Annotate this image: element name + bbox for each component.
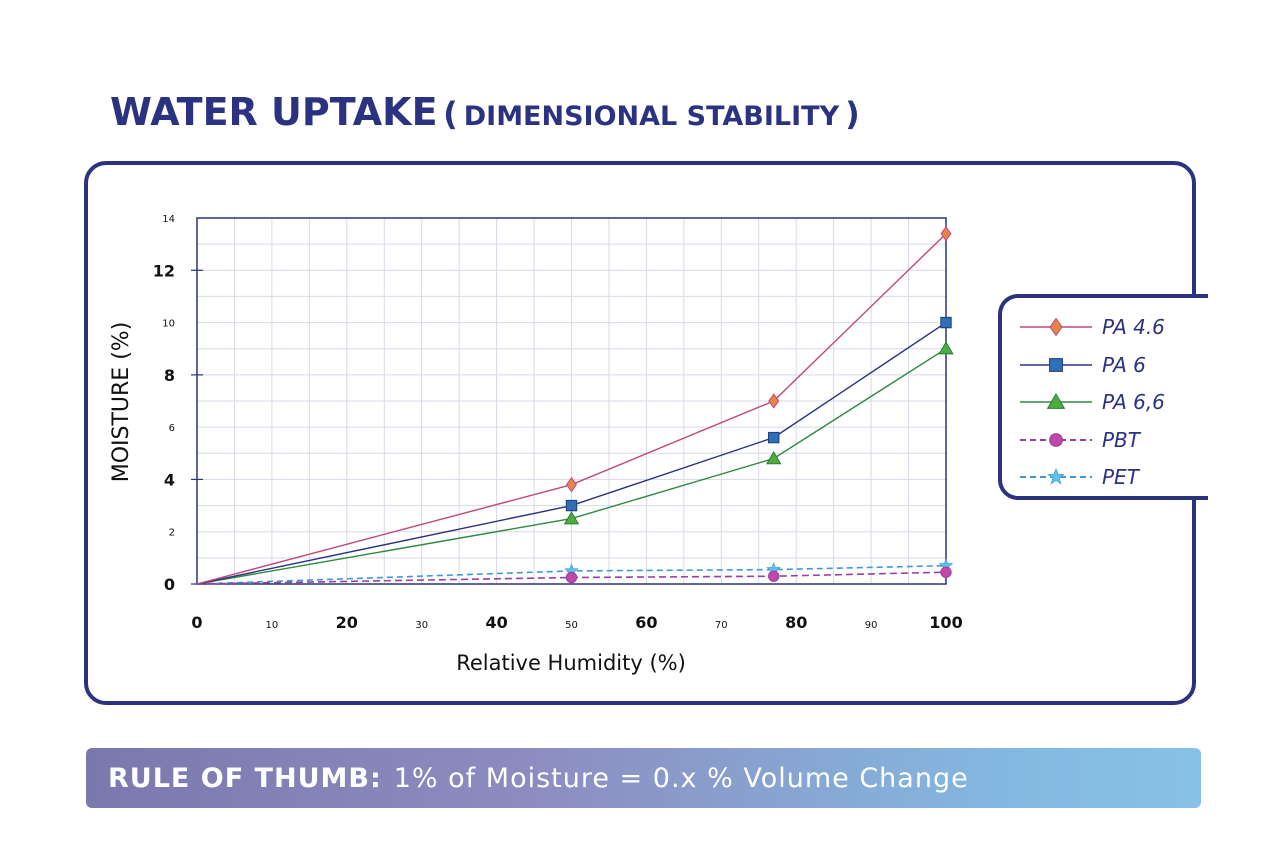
legend-item-pa6: PA 6	[1002, 350, 1202, 380]
marker-pa6	[940, 316, 952, 329]
series-markers	[563, 226, 954, 584]
marker-pa6	[768, 431, 780, 444]
legend-item-pet: PET	[1002, 462, 1202, 492]
rule-of-thumb-banner: RULE OF THUMB: 1% of Moisture = 0.x % Vo…	[86, 748, 1201, 808]
title-main: WATER UPTAKE	[110, 90, 438, 134]
legend-swatch-pa66	[1020, 393, 1092, 409]
series-line-pet	[196, 564, 947, 585]
legend-item-pa66: PA 6,6	[1002, 387, 1202, 417]
series-line-pa66	[196, 348, 947, 585]
y-tick-label: 12	[153, 261, 175, 280]
y-tick-label: 6	[169, 423, 175, 434]
x-tick-label: 100	[929, 613, 962, 632]
x-tick-label: 80	[785, 613, 807, 632]
series-line-pa6	[196, 322, 947, 585]
x-tick-label: 90	[865, 620, 878, 631]
x-tick-label: 70	[715, 620, 728, 631]
x-tick-label: 50	[565, 620, 578, 631]
y-tick-label: 0	[164, 575, 175, 594]
title-paren-open: (	[443, 95, 458, 133]
legend-item-pa46: PA 4.6	[1002, 312, 1202, 342]
marker-pa66	[563, 511, 580, 525]
x-tick-label: 0	[191, 613, 202, 632]
y-tick-label: 14	[162, 214, 175, 225]
x-axis-label: Relative Humidity (%)	[456, 651, 686, 675]
plot-area-border	[196, 217, 947, 585]
marker-pa66	[938, 341, 954, 355]
marker-pbt	[768, 570, 780, 582]
marker-pa46	[768, 393, 780, 409]
legend-item-pbt: PBT	[1002, 425, 1202, 455]
legend-swatch-pet	[1020, 467, 1092, 485]
legend: PA 4.6 PA 6 PA 6,6 PBT PET	[998, 294, 1208, 500]
legend-marker-pa6	[1049, 357, 1063, 372]
series-lines	[196, 233, 947, 585]
legend-swatch-pa6	[1020, 357, 1092, 372]
legend-label-pa6: PA 6	[1102, 352, 1146, 377]
legend-swatch-pbt	[1020, 432, 1092, 447]
legend-label-pa66: PA 6,6	[1102, 390, 1165, 414]
legend-marker-pet	[1047, 467, 1065, 485]
title-subtitle: DIMENSIONAL STABILITY	[463, 101, 840, 132]
marker-pa66	[766, 451, 782, 465]
legend-label-pa46: PA 4.6	[1102, 315, 1165, 339]
x-tick-label: 20	[336, 613, 358, 632]
marker-pa6	[565, 499, 578, 512]
marker-pbt	[565, 571, 578, 584]
banner-text: 1% of Moisture = 0.x % Volume Change	[393, 762, 969, 794]
y-tick-label: 10	[162, 319, 175, 330]
marker-pa46	[940, 226, 952, 242]
chart-title: WATER UPTAKE (DIMENSIONAL STABILITY)	[110, 90, 860, 134]
y-tick-label: 4	[164, 470, 175, 489]
x-tick-label: 40	[485, 613, 507, 632]
legend-marker-pa66	[1046, 393, 1066, 409]
marker-pbt	[940, 566, 952, 578]
legend-marker-pbt	[1049, 432, 1063, 447]
y-tick-label: 2	[169, 528, 175, 539]
title-paren-close: )	[845, 95, 860, 133]
series-line-pbt	[196, 571, 947, 585]
series-line-pa46	[196, 233, 947, 585]
marker-pa46	[566, 476, 577, 493]
y-axis-label: MOISTURE (%)	[109, 322, 134, 483]
legend-marker-pa46	[1049, 317, 1063, 337]
legend-label-pet: PET	[1102, 465, 1139, 489]
legend-label-pbt: PBT	[1102, 427, 1140, 452]
legend-swatch-pa46	[1020, 317, 1092, 337]
tick-labels: 0 2 4 6 8 10 12 14 0 10 20 30 40 50 60 70 80 90 100	[153, 214, 963, 632]
banner-bold: RULE OF THUMB:	[108, 762, 382, 794]
grid	[197, 218, 946, 584]
x-tick-label: 60	[635, 613, 657, 632]
x-tick-label: 10	[266, 620, 279, 631]
y-tick-label: 8	[164, 366, 175, 385]
x-tick-label: 30	[415, 620, 428, 631]
